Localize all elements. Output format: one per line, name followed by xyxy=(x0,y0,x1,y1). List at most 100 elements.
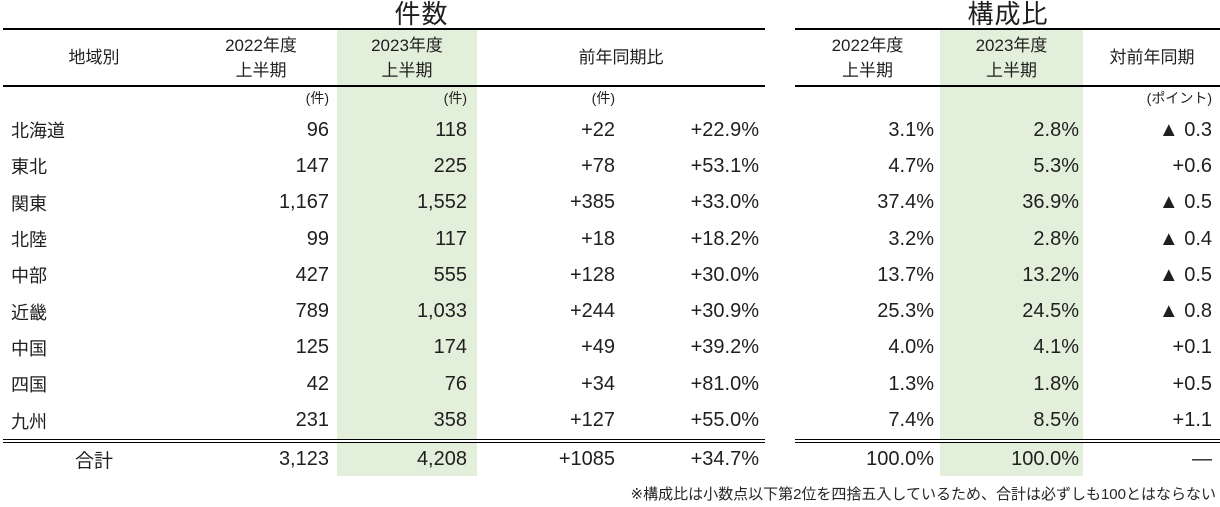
total-fy2023-count: 4,208 xyxy=(337,442,477,476)
fy2022-header-line1: 2022年度 xyxy=(225,35,297,55)
region-name: 中国 xyxy=(11,338,47,359)
fy2022-count: 427 xyxy=(295,263,329,286)
yoy-point-change: +0.5 xyxy=(1172,372,1212,395)
fy2022-share: 4.7% xyxy=(888,154,934,177)
count-table-title: 件数 xyxy=(394,0,449,29)
fy2023-count: 117 xyxy=(337,220,477,258)
fy2023-count: 1,033 xyxy=(337,293,477,330)
fy2022-header-line2: 上半期 xyxy=(235,60,287,80)
yoy-column-header: 前年同期比 xyxy=(578,48,664,67)
fy2022-count: 42 xyxy=(306,372,329,395)
yoy-diff: +18 xyxy=(581,227,615,250)
yoy-point-change: ▲ 0.5 xyxy=(1158,263,1212,286)
diff-unit-label: (件) xyxy=(591,90,615,106)
fy2023-count: 555 xyxy=(337,257,477,294)
table-row: 4.7% 5.3% +0.6 xyxy=(795,148,1220,185)
yoy-percent: +30.9% xyxy=(690,300,759,323)
fy2023-share: 5.3% xyxy=(940,148,1083,185)
region-name: 四国 xyxy=(11,375,47,396)
empty-cell xyxy=(3,87,185,112)
fy2022-share: 25.3% xyxy=(877,300,934,323)
point-unit-label: (ポイント) xyxy=(1146,90,1212,106)
yoy-diff: +49 xyxy=(581,336,615,359)
table-row: 中部 427 555 +128 +30.0% xyxy=(3,257,765,294)
fy2023-share: 2.8% xyxy=(940,220,1083,258)
table-row: 九州 231 358 +127 +55.0% xyxy=(3,402,765,439)
yoy-diff: +128 xyxy=(569,263,615,286)
region-column-header: 地域別 xyxy=(68,48,120,67)
region-name: 北陸 xyxy=(11,230,47,251)
yoy-point-change: ▲ 0.3 xyxy=(1158,118,1212,141)
regional-stats-table: 件数 地域別 2022年度 上半期 2023年度 上半期 前年同期比 (件) (… xyxy=(3,0,1220,476)
table-row: 4.0% 4.1% +0.1 xyxy=(795,329,1220,367)
fy2022-count: 99 xyxy=(306,227,329,250)
fy2022-count: 125 xyxy=(295,336,329,359)
share-table-body: 3.1% 2.8% ▲ 0.3 4.7% 5.3% +0.6 37.4% 36.9% ▲ 0.5… xyxy=(795,112,1220,439)
fy2022-share: 1.3% xyxy=(888,372,934,395)
fy2022-share: 37.4% xyxy=(877,191,934,214)
yoy-diff: +34 xyxy=(581,372,615,395)
table-row: 近畿 789 1,033 +244 +30.9% xyxy=(3,293,765,330)
count-units-row: (件) (件) (件) xyxy=(3,87,765,112)
fy2022-share-header-line2: 上半期 xyxy=(841,60,893,80)
fy2023-count: 225 xyxy=(337,148,477,185)
yoy-diff: +127 xyxy=(569,409,615,432)
fy2022-count: 147 xyxy=(295,154,329,177)
yoy-percent: +81.0% xyxy=(690,372,759,395)
yoy-diff: +385 xyxy=(569,191,615,214)
fy2022-share-header-line1: 2022年度 xyxy=(831,35,904,55)
fy2023-unit-label: (件) xyxy=(337,87,477,112)
table-row: 四国 42 76 +34 +81.0% xyxy=(3,366,765,403)
count-table: 件数 地域別 2022年度 上半期 2023年度 上半期 前年同期比 (件) (… xyxy=(3,0,765,476)
fy2022-share-column-header: 2022年度 上半期 xyxy=(795,30,940,85)
yoy-point-change: +1.1 xyxy=(1172,409,1212,432)
count-total-row: 合計 3,123 4,208 +1085 +34.7% xyxy=(3,438,765,476)
footnote: ※構成比は小数点以下第2位を四捨五入しているため、合計は必ずしも100とはならな… xyxy=(630,485,1217,503)
share-table-title: 構成比 xyxy=(967,0,1049,29)
region-name: 北海道 xyxy=(11,121,65,142)
share-units-row: (ポイント) xyxy=(795,87,1220,112)
yoy-point-change: +0.1 xyxy=(1172,336,1212,359)
count-table-header-row: 地域別 2022年度 上半期 2023年度 上半期 前年同期比 xyxy=(3,30,765,87)
fy2023-count: 1,552 xyxy=(337,184,477,221)
fy2023-count-column-header: 2023年度 上半期 xyxy=(337,30,477,85)
table-row: 25.3% 24.5% ▲ 0.8 xyxy=(795,293,1220,330)
fy2023-count: 174 xyxy=(337,329,477,367)
fy2022-share: 7.4% xyxy=(888,409,934,432)
table-row: 東北 147 225 +78 +53.1% xyxy=(3,148,765,185)
fy2022-count: 789 xyxy=(295,300,329,323)
table-row: 北陸 99 117 +18 +18.2% xyxy=(3,220,765,258)
share-table: 構成比 2022年度 上半期 2023年度 上半期 対前年同期 (ポイント) xyxy=(795,0,1220,476)
table-row: 3.2% 2.8% ▲ 0.4 xyxy=(795,220,1220,258)
yoy-diff: +22 xyxy=(581,118,615,141)
fy2023-count: 76 xyxy=(337,366,477,403)
fy2022-count: 1,167 xyxy=(278,191,329,214)
total-yoy-percent: +34.7% xyxy=(690,447,759,470)
fy2022-header-text: 2022年度 上半期 xyxy=(225,33,297,83)
yoy-diff: +244 xyxy=(569,300,615,323)
fy2022-share: 4.0% xyxy=(888,336,934,359)
region-name: 関東 xyxy=(11,193,47,214)
fy2023-share-header-line1: 2023年度 xyxy=(975,35,1048,55)
fy2023-count: 358 xyxy=(337,402,477,439)
yoy-percent: +33.0% xyxy=(690,191,759,214)
share-table-title-band: 構成比 xyxy=(795,0,1220,30)
region-name: 九州 xyxy=(11,411,47,432)
empty-cell xyxy=(795,87,940,112)
fy2023-share: 4.1% xyxy=(940,329,1083,367)
table-row: 1.3% 1.8% +0.5 xyxy=(795,366,1220,403)
total-yoy-diff: +1085 xyxy=(558,447,615,470)
table-row: 13.7% 13.2% ▲ 0.5 xyxy=(795,257,1220,294)
point-change-column-header: 対前年同期 xyxy=(1109,48,1195,67)
total-fy2022-share: 100.0% xyxy=(866,447,934,470)
yoy-percent: +39.2% xyxy=(690,336,759,359)
fy2022-count: 96 xyxy=(306,118,329,141)
table-row: 37.4% 36.9% ▲ 0.5 xyxy=(795,184,1220,221)
total-fy2022-count: 3,123 xyxy=(278,447,329,470)
total-label: 合計 xyxy=(74,450,113,472)
fy2023-header-line1: 2023年度 xyxy=(371,35,443,55)
count-table-body: 北海道 96 118 +22 +22.9% 東北 147 225 +78 +53.1% 関東 1,16… xyxy=(3,112,765,439)
fy2023-share-header-line2: 上半期 xyxy=(985,60,1037,80)
yoy-percent: +22.9% xyxy=(690,118,759,141)
region-name: 中部 xyxy=(11,266,47,287)
